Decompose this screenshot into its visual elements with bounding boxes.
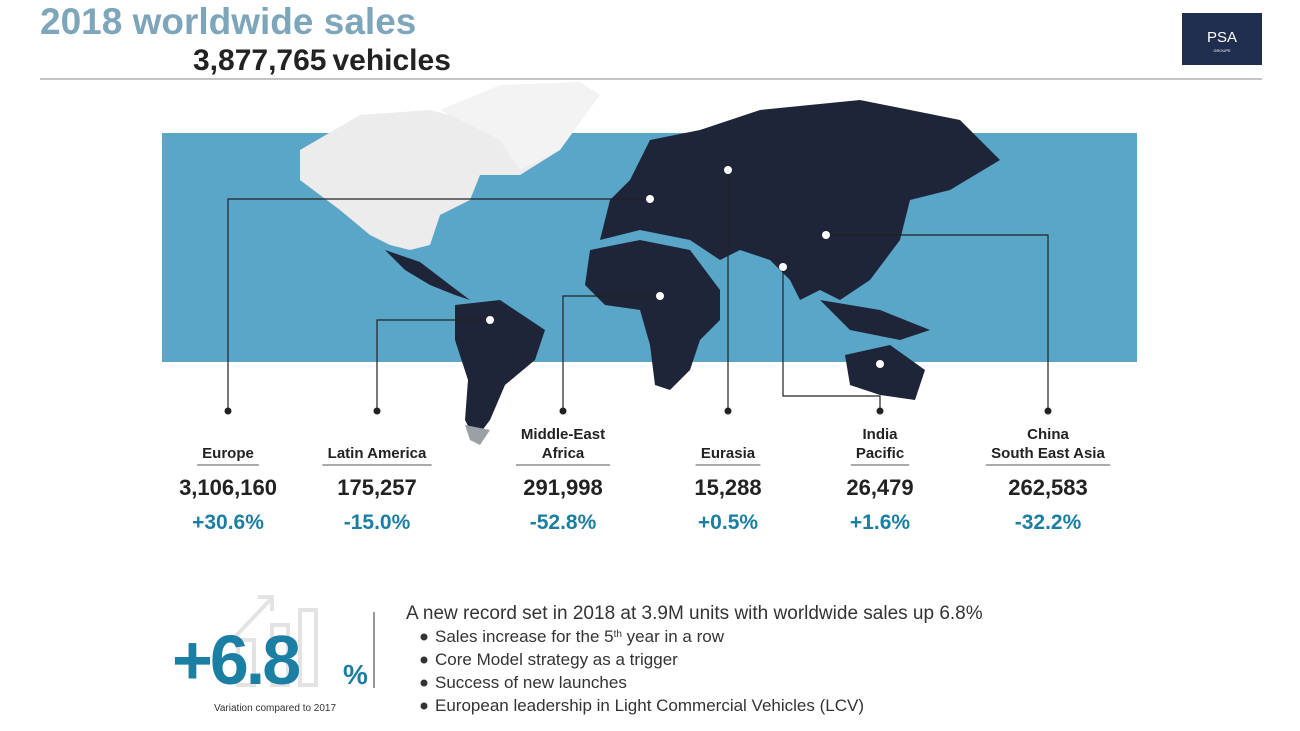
- bullet-text: Success of new launches: [435, 673, 627, 692]
- region-sales: 26,479: [846, 475, 913, 500]
- australia: [845, 345, 925, 400]
- region-dots: [224, 407, 1052, 415]
- region-name: Africa: [542, 445, 585, 462]
- total: 3,877,765 vehicles: [193, 44, 451, 77]
- region-sales: 3,106,160: [179, 475, 277, 500]
- region-change: -15.0%: [344, 511, 411, 534]
- region-name: Eurasia: [701, 445, 756, 462]
- region-sales: 15,288: [694, 475, 761, 500]
- summary-headline: A new record set in 2018 at 3.9M units w…: [406, 603, 983, 624]
- bullet-dot: [420, 633, 428, 641]
- logo: [1182, 13, 1262, 65]
- total-value: 3,877,765: [193, 44, 326, 77]
- africa: [585, 240, 720, 390]
- eurasia-landmass: [600, 100, 1000, 300]
- region-change: +0.5%: [698, 511, 758, 534]
- bullet-dot: [420, 656, 428, 664]
- region-name: Middle-East: [521, 426, 605, 443]
- region-sales: 175,257: [337, 475, 417, 500]
- region-name: South East Asia: [991, 445, 1105, 462]
- map-dots: [486, 166, 884, 368]
- growth-icon: [230, 595, 318, 687]
- bullet-text: Core Model strategy as a trigger: [435, 650, 678, 669]
- highlight: +6.8 % Variation compared to 2017: [172, 595, 375, 714]
- bullet-text: European leadership in Light Commercial …: [435, 696, 864, 715]
- bullet-part: European leadership in Light Commercial …: [435, 696, 864, 715]
- region-sales: 291,998: [523, 475, 603, 500]
- region-name: Pacific: [856, 445, 904, 462]
- highlight-caption: Variation compared to 2017: [214, 703, 337, 714]
- bullets: Sales increase for the 5th year in a row…: [420, 627, 864, 715]
- region-name: India: [862, 426, 898, 443]
- bullet-text: Sales increase for the 5th year in a row: [435, 627, 725, 646]
- southeast-asia: [820, 300, 930, 340]
- bullet-dot: [420, 702, 428, 710]
- region-change: -52.8%: [530, 511, 597, 534]
- total-unit: vehicles: [332, 44, 450, 77]
- region-name: Europe: [202, 445, 254, 462]
- bullet-part: Sales increase for the 5: [435, 627, 614, 646]
- highlight-unit: %: [343, 659, 368, 690]
- central-america: [385, 250, 470, 300]
- region-change: +30.6%: [192, 511, 264, 534]
- world-map: [162, 82, 1137, 445]
- regions: Europe 3,106,160 +30.6% Latin America 175,25…: [179, 426, 1111, 534]
- region-change: +1.6%: [850, 511, 910, 534]
- bullet-part: Core Model strategy as a trigger: [435, 650, 678, 669]
- bullet-part: Success of new launches: [435, 673, 627, 692]
- connectors: [227, 170, 1049, 411]
- highlight-value: +6.8: [172, 621, 299, 699]
- bullet-dot: [420, 679, 428, 687]
- patagonia: [465, 425, 490, 445]
- greenland: [440, 82, 600, 170]
- region-change: -32.2%: [1015, 511, 1082, 534]
- south-america: [455, 300, 545, 440]
- bullet-part: year in a row: [622, 627, 725, 646]
- region-name: Latin America: [328, 445, 427, 462]
- bullet-superscript: th: [614, 629, 622, 640]
- logo-sub: GROUPE: [1213, 48, 1231, 53]
- region-name: China: [1027, 426, 1069, 443]
- region-sales: 262,583: [1008, 475, 1088, 500]
- logo-name: PSA: [1207, 29, 1237, 46]
- title: 2018 worldwide sales: [40, 1, 416, 42]
